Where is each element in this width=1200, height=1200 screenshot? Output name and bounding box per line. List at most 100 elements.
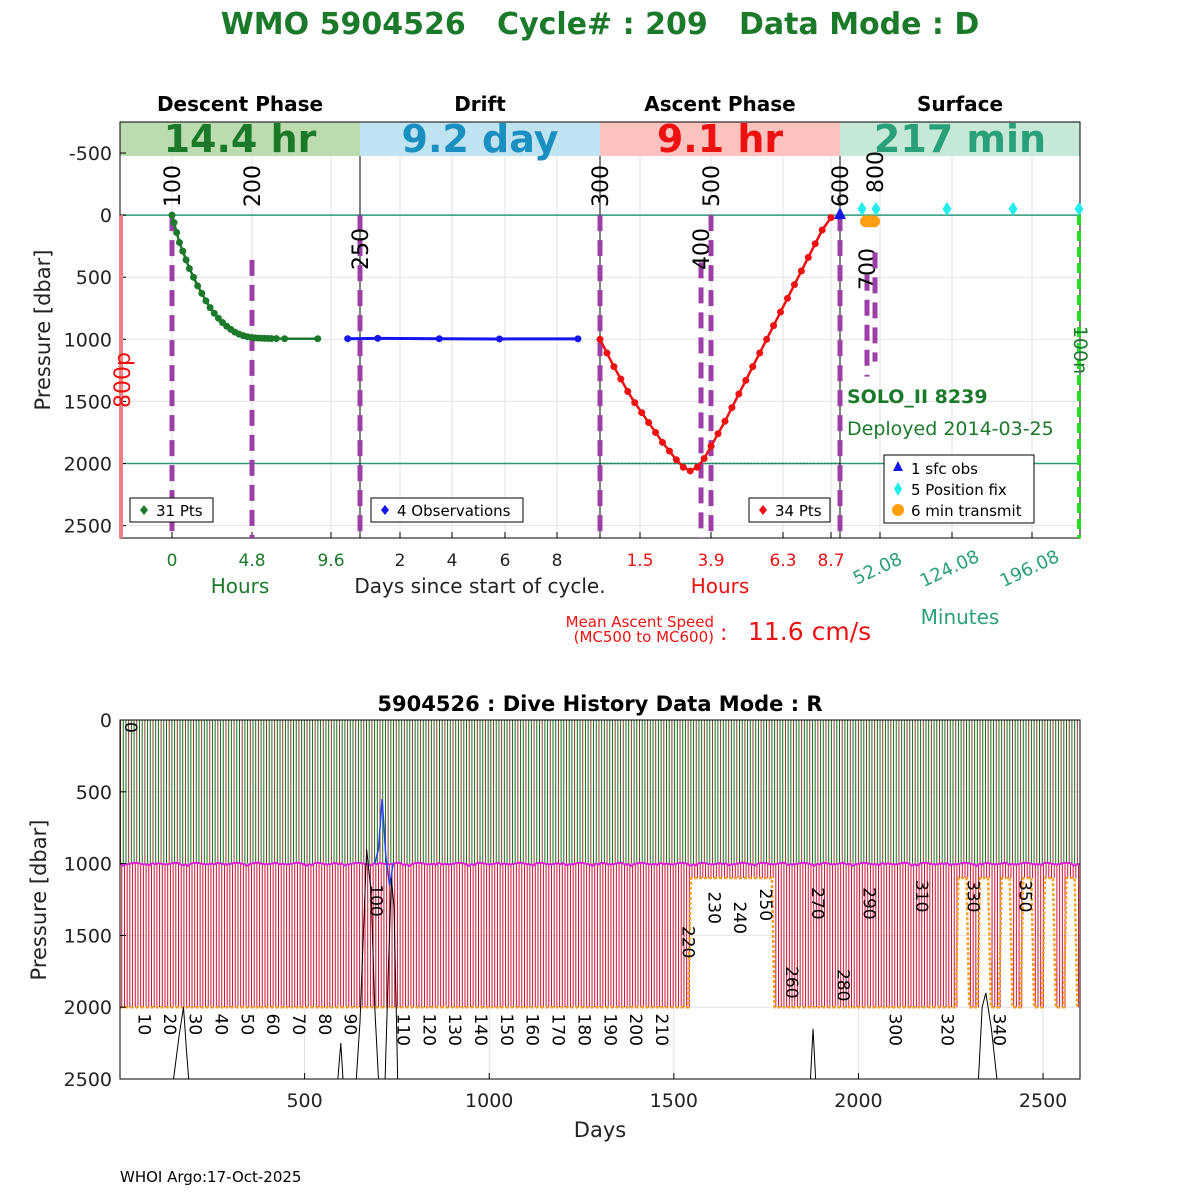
bathymetry-trace bbox=[809, 1028, 817, 1080]
ascent-point bbox=[777, 308, 785, 316]
legend-box bbox=[370, 497, 524, 523]
ascent-point bbox=[756, 349, 764, 357]
y-tick-label: 500 bbox=[76, 267, 112, 289]
ascent-point bbox=[645, 419, 653, 427]
y-tick-label: 2500 bbox=[64, 1069, 112, 1091]
drift-point bbox=[374, 334, 382, 342]
descent-point bbox=[182, 256, 190, 264]
descent-point bbox=[170, 219, 178, 227]
event-code-label: 100 bbox=[161, 165, 186, 207]
drift-point bbox=[574, 335, 582, 343]
cycle-number-label: 190 bbox=[599, 1014, 619, 1046]
x-tick-label: 6.3 bbox=[769, 551, 796, 571]
cycle-number-label: 160 bbox=[522, 1014, 542, 1046]
legend-label: 4 Observations bbox=[397, 502, 511, 520]
anomaly-trace bbox=[374, 798, 394, 886]
ascent-point bbox=[686, 467, 694, 475]
x-tick-label: 1000 bbox=[465, 1090, 513, 1112]
descent-point bbox=[173, 229, 181, 237]
cycle-number-label: 310 bbox=[911, 880, 931, 912]
ascent-point bbox=[818, 226, 826, 234]
y-tick-label: 2500 bbox=[64, 516, 112, 538]
x-tick-label: 196.08 bbox=[997, 546, 1063, 592]
cycle-number-label: 290 bbox=[858, 887, 878, 919]
position-fix-marker bbox=[857, 201, 867, 216]
position-fix-marker bbox=[942, 201, 952, 216]
legend-marker bbox=[381, 505, 389, 515]
y-tick-label: -500 bbox=[69, 143, 112, 165]
phase-duration: 14.4 hr bbox=[164, 117, 317, 161]
cycle-number-label: 20 bbox=[159, 1014, 179, 1036]
ascent-point bbox=[652, 428, 660, 436]
x-tick-label: 1.5 bbox=[626, 551, 653, 571]
descent-point bbox=[179, 247, 187, 255]
y-tick-label: 2000 bbox=[64, 997, 112, 1019]
descent-point bbox=[281, 335, 289, 343]
legend-label: 31 Pts bbox=[156, 502, 203, 520]
ascent-point bbox=[790, 281, 798, 289]
cycle-number-label: 80 bbox=[314, 1014, 334, 1036]
ascent-point bbox=[624, 387, 632, 395]
descent-point bbox=[214, 314, 222, 322]
cycle-number-label: 140 bbox=[470, 1014, 490, 1046]
cycle-number-label: 220 bbox=[678, 926, 698, 958]
float-model-label: SOLO_II 8239 bbox=[847, 386, 988, 408]
x-unit-label: Hours bbox=[691, 574, 750, 598]
cycle-number-label: 110 bbox=[392, 1014, 412, 1046]
legend-marker bbox=[893, 461, 903, 471]
phase-band bbox=[840, 122, 1080, 156]
legend-marker bbox=[140, 505, 148, 515]
ascent-point bbox=[749, 363, 757, 371]
descent-point bbox=[168, 211, 176, 219]
ascent-point bbox=[770, 322, 778, 330]
y-tick-label: 1500 bbox=[64, 925, 112, 947]
descent-point bbox=[314, 335, 322, 343]
cycle-number-label: 40 bbox=[210, 1014, 230, 1036]
y-tick-label: 0 bbox=[100, 710, 112, 732]
phase-title: Descent Phase bbox=[157, 92, 323, 116]
event-code-label: 250 bbox=[349, 228, 374, 270]
ascent-point bbox=[665, 447, 673, 455]
phase-duration: 217 min bbox=[874, 117, 1046, 161]
event-code-label: 800 bbox=[864, 151, 889, 193]
y-axis-label: Pressure [dbar] bbox=[27, 820, 51, 981]
descent-point bbox=[190, 273, 198, 281]
ascent-point bbox=[783, 294, 791, 302]
legend-marker bbox=[894, 482, 902, 496]
surface-legend-box bbox=[883, 454, 1035, 524]
legend-label: 1 sfc obs bbox=[911, 460, 978, 478]
x-tick-label: 9.6 bbox=[317, 551, 344, 571]
footer-credit: WHOI Argo:17-Oct-2025 bbox=[120, 1168, 301, 1186]
position-fix-marker bbox=[871, 201, 881, 216]
sfc-obs-marker bbox=[834, 207, 846, 220]
descent-point bbox=[185, 265, 193, 273]
ascent-speed-separator: : bbox=[720, 621, 727, 646]
profile-depth-envelope bbox=[120, 876, 1079, 1009]
plot-frame bbox=[119, 719, 1081, 1080]
ascent-point bbox=[631, 399, 639, 407]
x-tick-label: 0 bbox=[167, 551, 178, 571]
cycle-number-label: 280 bbox=[833, 969, 853, 1001]
drift-point bbox=[344, 335, 352, 343]
ascent-point bbox=[679, 463, 687, 471]
cycle-number-label: 30 bbox=[185, 1014, 205, 1036]
cycle-number-label: 250 bbox=[755, 889, 775, 921]
drift-point bbox=[435, 335, 443, 343]
cycle-number-label: 260 bbox=[781, 966, 801, 998]
descent-point bbox=[175, 238, 183, 246]
legend-label: 6 min transmit bbox=[911, 502, 1022, 520]
cycle-number-label: 340 bbox=[988, 1014, 1008, 1046]
x-tick-label: 2 bbox=[395, 551, 406, 571]
cycle-number-label: 320 bbox=[937, 1014, 957, 1046]
descent-point bbox=[194, 282, 202, 290]
cycle-number-label: 60 bbox=[262, 1014, 282, 1036]
ascent-speed-value: 11.6 cm/s bbox=[748, 617, 871, 646]
ascent-point bbox=[610, 363, 618, 371]
x-tick-label: 8.7 bbox=[817, 551, 844, 571]
phase-title: Ascent Phase bbox=[644, 92, 795, 116]
x-axis-label: Days bbox=[574, 1118, 626, 1142]
side-label-right: 100n bbox=[1069, 326, 1091, 374]
cycle-number-label: 180 bbox=[573, 1014, 593, 1046]
